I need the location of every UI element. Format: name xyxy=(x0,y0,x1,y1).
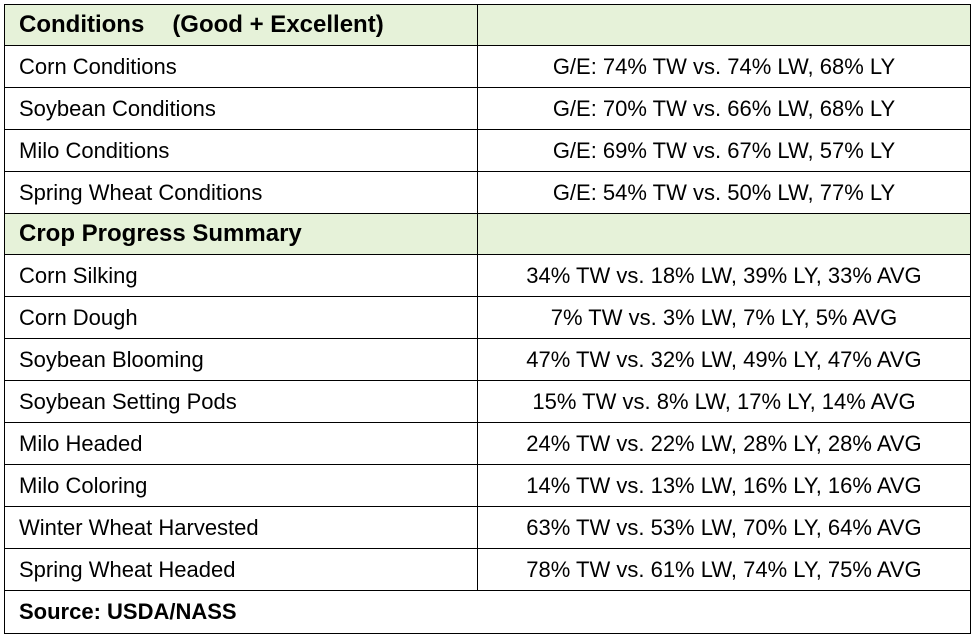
row-value: 47% TW vs. 32% LW, 49% LY, 47% AVG xyxy=(477,338,971,381)
conditions-header-empty-cell xyxy=(477,4,971,46)
row-value: 24% TW vs. 22% LW, 28% LY, 28% AVG xyxy=(477,422,971,465)
progress-header-row: Crop Progress Summary xyxy=(4,213,971,255)
row-value: 34% TW vs. 18% LW, 39% LY, 33% AVG xyxy=(477,254,971,297)
table-row: Soybean Conditions G/E: 70% TW vs. 66% L… xyxy=(4,87,971,130)
row-value: G/E: 70% TW vs. 66% LW, 68% LY xyxy=(477,87,971,130)
row-value: G/E: 74% TW vs. 74% LW, 68% LY xyxy=(477,45,971,88)
conditions-header-cell: Conditions (Good + Excellent) xyxy=(4,4,478,46)
row-label: Corn Silking xyxy=(4,254,478,297)
table-row: Winter Wheat Harvested 63% TW vs. 53% LW… xyxy=(4,506,971,549)
row-value: 63% TW vs. 53% LW, 70% LY, 64% AVG xyxy=(477,506,971,549)
row-label: Spring Wheat Headed xyxy=(4,548,478,591)
source-note: Source: USDA/NASS xyxy=(4,590,971,634)
source-row: Source: USDA/NASS xyxy=(4,590,971,634)
row-value: G/E: 54% TW vs. 50% LW, 77% LY xyxy=(477,171,971,214)
table-row: Corn Conditions G/E: 74% TW vs. 74% LW, … xyxy=(4,45,971,88)
row-value: 7% TW vs. 3% LW, 7% LY, 5% AVG xyxy=(477,296,971,339)
row-label: Milo Conditions xyxy=(4,129,478,172)
row-label: Winter Wheat Harvested xyxy=(4,506,478,549)
row-label: Soybean Conditions xyxy=(4,87,478,130)
table-row: Spring Wheat Headed 78% TW vs. 61% LW, 7… xyxy=(4,548,971,591)
table-row: Corn Silking 34% TW vs. 18% LW, 39% LY, … xyxy=(4,254,971,297)
conditions-header-row: Conditions (Good + Excellent) xyxy=(4,4,971,46)
table-row: Spring Wheat Conditions G/E: 54% TW vs. … xyxy=(4,171,971,214)
row-label: Spring Wheat Conditions xyxy=(4,171,478,214)
progress-header-empty-cell xyxy=(477,213,971,255)
row-label: Milo Headed xyxy=(4,422,478,465)
conditions-subtitle: (Good + Excellent) xyxy=(172,11,384,38)
row-label: Milo Coloring xyxy=(4,464,478,507)
row-label: Soybean Blooming xyxy=(4,338,478,381)
row-value: 78% TW vs. 61% LW, 74% LY, 75% AVG xyxy=(477,548,971,591)
row-label: Corn Dough xyxy=(4,296,478,339)
row-label: Soybean Setting Pods xyxy=(4,380,478,423)
row-value: 15% TW vs. 8% LW, 17% LY, 14% AVG xyxy=(477,380,971,423)
conditions-title: Conditions xyxy=(19,11,145,38)
progress-title: Crop Progress Summary xyxy=(4,213,478,255)
row-label: Corn Conditions xyxy=(4,45,478,88)
crop-report-table: Conditions (Good + Excellent) Corn Condit… xyxy=(4,4,971,634)
table-row: Milo Conditions G/E: 69% TW vs. 67% LW, … xyxy=(4,129,971,172)
table-row: Soybean Setting Pods 15% TW vs. 8% LW, 1… xyxy=(4,380,971,423)
table-row: Corn Dough 7% TW vs. 3% LW, 7% LY, 5% AV… xyxy=(4,296,971,339)
table-row: Soybean Blooming 47% TW vs. 32% LW, 49% … xyxy=(4,338,971,381)
table-row: Milo Coloring 14% TW vs. 13% LW, 16% LY,… xyxy=(4,464,971,507)
row-value: 14% TW vs. 13% LW, 16% LY, 16% AVG xyxy=(477,464,971,507)
table-row: Milo Headed 24% TW vs. 22% LW, 28% LY, 2… xyxy=(4,422,971,465)
row-value: G/E: 69% TW vs. 67% LW, 57% LY xyxy=(477,129,971,172)
